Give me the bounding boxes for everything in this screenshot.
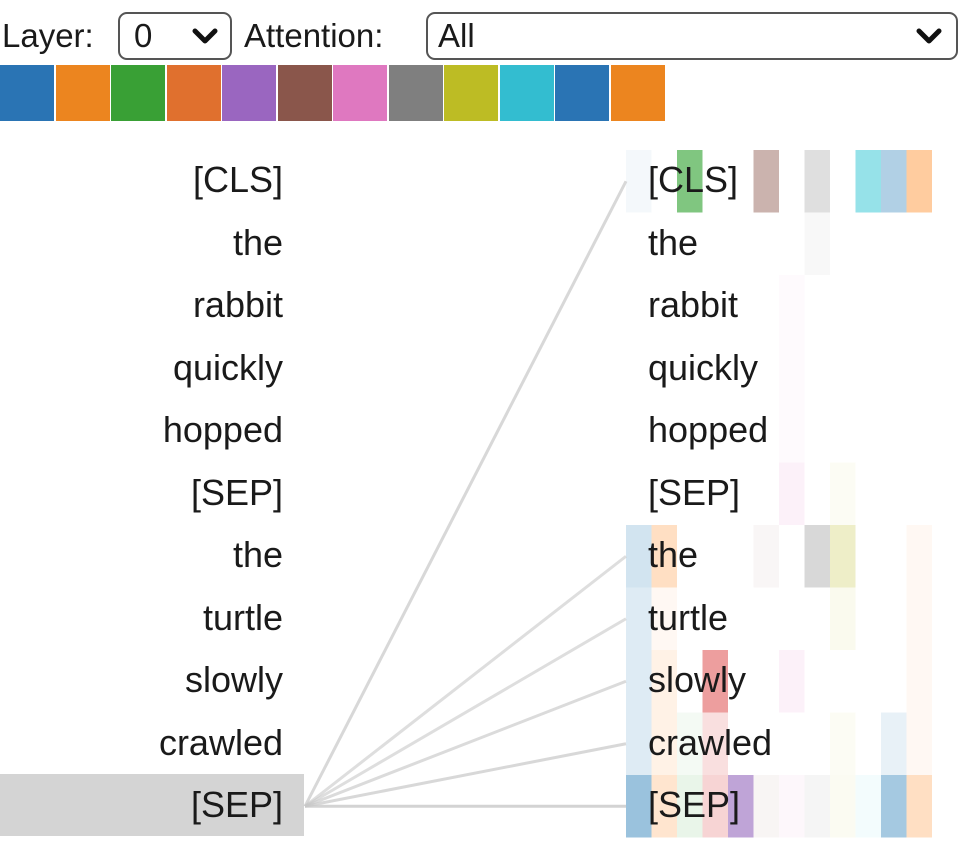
attention-cell [906,712,932,775]
attention-cell [651,587,677,650]
right-token[interactable]: slowly [648,659,747,700]
right-token[interactable]: the [648,221,699,263]
attention-cell [626,775,652,838]
attention-line [304,679,627,808]
attention-cell [728,775,754,838]
right-token[interactable]: turtle [648,596,729,638]
right-token[interactable]: crawled [648,721,773,763]
attention-cell [651,712,677,775]
attention-select[interactable]: All [426,12,958,60]
attention-label: Attention: [244,17,384,54]
left-token[interactable]: [SEP] [190,471,283,513]
left-token[interactable]: crawled [158,721,283,763]
right-token[interactable]: quickly [648,346,759,388]
attention-cell [651,650,677,713]
layer-select[interactable]: 0 [118,12,232,60]
left-token[interactable]: quickly [172,346,283,388]
attention-lines [303,180,628,808]
attention-line [303,180,628,807]
attention-cell [855,775,881,838]
attention-cell [677,150,703,213]
attention-cell [804,212,830,275]
attention-cell [804,525,830,588]
attention-cell [677,712,703,775]
left-token[interactable]: rabbit [192,284,283,325]
attention-line [304,617,627,808]
attention-cell [779,462,805,525]
left-token[interactable]: the [232,534,283,575]
left-token[interactable]: [SEP] [190,784,283,825]
left-token[interactable]: [CLS] [192,159,283,200]
attention-select-value: All [438,17,475,54]
attention-heatmap [626,150,932,838]
left-token[interactable]: the [232,221,283,263]
right-token[interactable]: rabbit [648,284,739,325]
attention-cell [830,525,856,588]
left-token[interactable]: turtle [202,596,283,638]
attention-cell [779,400,805,463]
head-swatch-5[interactable] [277,65,332,121]
head-swatch-4[interactable] [222,65,276,121]
attention-cell [906,587,932,650]
selected-token-highlight [0,774,304,836]
attention-cell [677,775,703,838]
attention-cell [626,150,652,213]
attention-cell [830,775,856,838]
attention-cell [830,462,856,525]
attention-cell [881,775,907,838]
attention-cell [626,587,652,650]
head-swatch-11[interactable] [610,65,665,121]
head-color-swatches [0,65,670,121]
head-swatch-3[interactable] [166,65,221,121]
attention-cell [779,775,805,838]
head-swatch-7[interactable] [388,65,443,121]
right-token[interactable]: hopped [648,409,769,450]
head-swatch-1[interactable] [55,65,110,121]
left-token[interactable]: slowly [184,659,283,700]
attention-cell [702,775,728,838]
chevron-down-icon [192,28,218,44]
layer-select-value: 0 [134,17,153,54]
attention-cell [702,712,728,775]
head-swatch-9[interactable] [499,65,554,121]
left-token[interactable]: hopped [162,409,283,450]
attention-cell [651,775,677,838]
head-swatch-0[interactable] [0,65,54,121]
attention-line [304,555,627,808]
head-swatch-6[interactable] [333,65,387,121]
attention-cell [906,525,932,588]
right-token[interactable]: [SEP] [648,471,741,513]
attention-cell [804,775,830,838]
right-token[interactable]: [CLS] [648,159,739,200]
attention-cell [906,650,932,713]
attention-cell [626,650,652,713]
chevron-down-icon [916,28,942,44]
attention-cell [626,712,652,775]
attention-cell [779,337,805,400]
attention-cell [779,275,805,338]
attention-line [304,742,627,808]
attention-cell [753,525,779,588]
attention-cell [804,150,830,213]
attention-cell [881,150,907,213]
attention-cell [702,650,728,713]
right-token[interactable]: [SEP] [648,784,741,825]
attention-cell [626,525,652,588]
attention-cell [753,150,779,213]
attention-cell [906,775,932,838]
attention-cell [881,712,907,775]
right-token[interactable]: the [648,534,699,575]
attention-cell [779,650,805,713]
attention-cell [651,525,677,588]
controls-bar: Layer: 0 Attention: All [0,10,970,60]
head-swatch-10[interactable] [555,65,609,121]
head-swatch-8[interactable] [444,65,498,121]
attention-cell [855,150,881,213]
attention-cell [906,150,932,213]
layer-label: Layer: [2,17,94,54]
attention-cell [830,712,856,775]
head-swatch-2[interactable] [111,65,165,121]
attention-cell [753,775,779,838]
attention-cell [830,587,856,650]
